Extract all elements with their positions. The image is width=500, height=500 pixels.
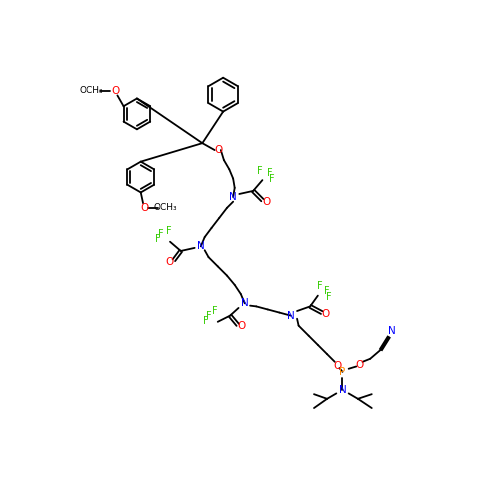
Text: O: O (322, 309, 330, 319)
Text: N: N (197, 242, 204, 252)
Text: P: P (340, 367, 345, 377)
Text: O: O (111, 86, 119, 96)
Text: O: O (165, 256, 173, 266)
Text: N: N (338, 384, 346, 394)
Text: F: F (269, 174, 274, 184)
Text: O: O (140, 203, 148, 213)
Text: F: F (212, 306, 218, 316)
Text: O: O (262, 196, 270, 206)
Text: F: F (166, 226, 172, 236)
Text: F: F (326, 292, 332, 302)
Text: F: F (258, 166, 263, 176)
Text: F: F (324, 286, 330, 296)
Text: N: N (388, 326, 396, 336)
Text: OCH₃: OCH₃ (80, 86, 103, 96)
Text: F: F (316, 282, 322, 292)
Text: O: O (356, 360, 364, 370)
Text: F: F (158, 229, 164, 239)
Text: O: O (214, 145, 222, 155)
Text: O: O (238, 322, 246, 332)
Text: N: N (241, 298, 248, 308)
Text: N: N (287, 310, 295, 320)
Text: OCH₃: OCH₃ (154, 204, 177, 212)
Text: F: F (266, 168, 272, 178)
Text: F: F (206, 310, 212, 320)
Text: O: O (333, 362, 341, 372)
Text: N: N (230, 192, 237, 202)
Text: F: F (155, 234, 160, 244)
Text: F: F (204, 316, 209, 326)
